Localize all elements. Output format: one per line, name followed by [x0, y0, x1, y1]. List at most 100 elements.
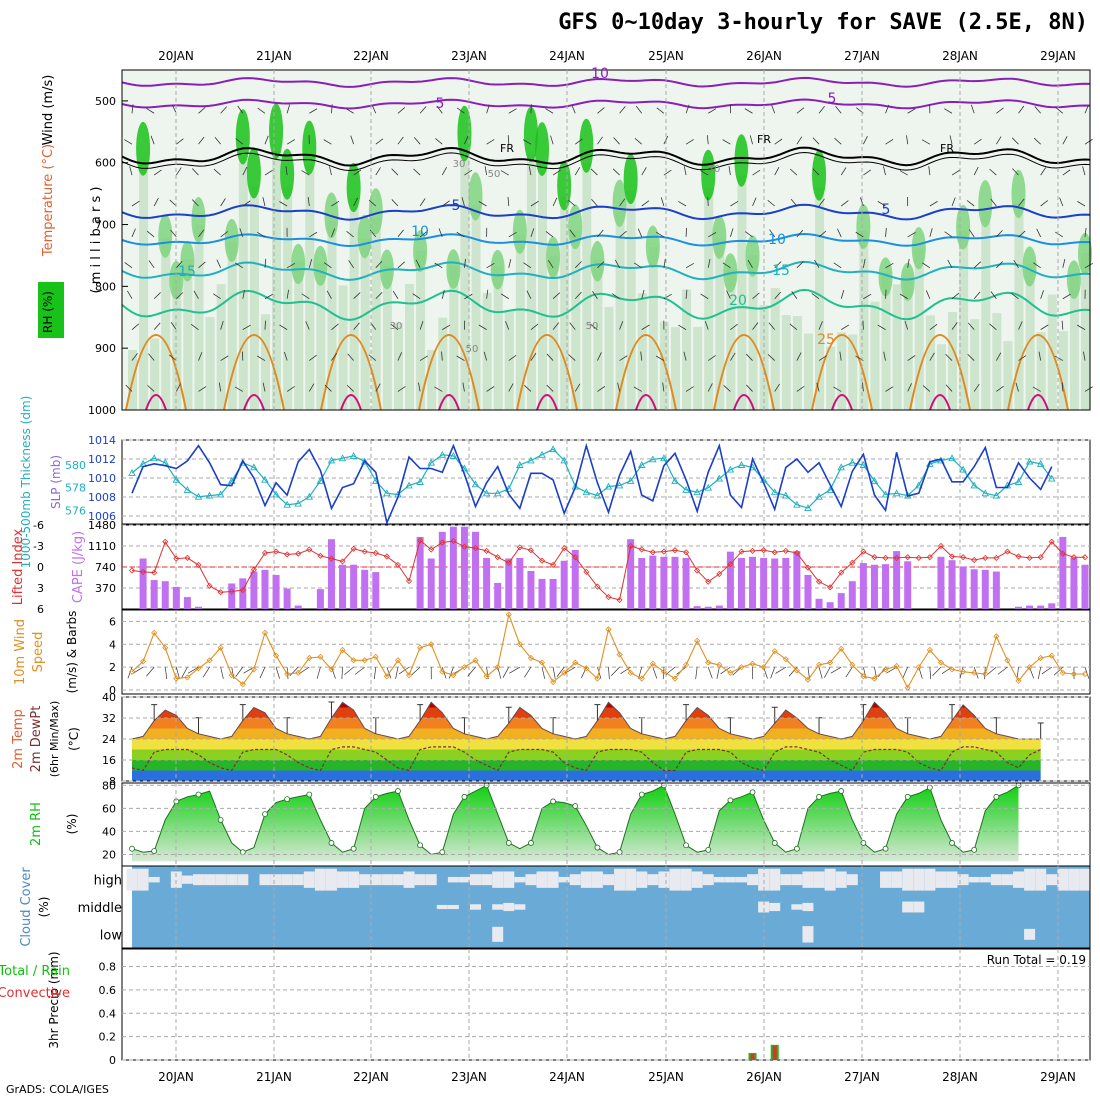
surface-wind-barb	[344, 666, 354, 676]
rh-cell-high	[313, 245, 328, 286]
cape-bar	[272, 574, 280, 609]
wind-barb	[973, 261, 982, 269]
rh-cell-high	[368, 188, 383, 235]
thickness-point	[405, 481, 413, 489]
wind-barb	[397, 352, 403, 361]
temp-contour-30	[145, 394, 167, 411]
cape-bar	[460, 526, 468, 609]
wind-speed-point	[339, 646, 346, 654]
wind-barb	[730, 200, 739, 207]
wind-barb	[945, 384, 953, 392]
thickness-point	[959, 465, 967, 473]
wind-barb	[176, 260, 183, 269]
wind-barb	[309, 108, 318, 114]
wind-barb	[574, 383, 581, 392]
wind-barb	[1018, 105, 1025, 114]
wind-barb	[198, 229, 205, 238]
wind-barb	[899, 170, 908, 176]
wind-speed-point	[527, 654, 534, 662]
cloud-gap	[325, 868, 337, 891]
rh-cell-moderate	[593, 259, 603, 410]
wind-barb	[708, 108, 717, 114]
rh-cell-moderate	[748, 255, 758, 410]
wind-barb	[1084, 386, 1093, 392]
wind-barb	[907, 355, 916, 361]
wind-barb	[505, 321, 510, 330]
cape-bar	[715, 605, 723, 609]
cloud-gap	[802, 871, 814, 888]
thickness-point	[471, 480, 480, 488]
rh-cell-high	[1022, 246, 1037, 287]
lifted-index-point	[993, 554, 1000, 561]
cape-bar	[516, 557, 524, 609]
wind-speed-point	[827, 659, 834, 666]
wind-barb	[507, 196, 510, 207]
lifted-index-point	[849, 559, 856, 566]
wind-barb	[464, 169, 473, 176]
upper-air-temperature-axis-label: Temperature (°C)	[41, 144, 56, 257]
cloud-gap	[1001, 874, 1013, 886]
rh-point	[372, 793, 379, 800]
lifted-index-point	[838, 569, 845, 576]
wind-barb	[170, 322, 177, 330]
wind-barb	[597, 386, 606, 392]
rh-area	[132, 785, 1019, 862]
surface-wind-barb	[986, 666, 997, 676]
rh-cell-moderate	[670, 327, 680, 410]
rh-point	[949, 840, 955, 846]
wind-barb	[591, 199, 598, 207]
cloud-gap	[625, 868, 637, 891]
surface-wind-barb	[608, 667, 610, 680]
thickness-point	[660, 454, 668, 462]
thickness-point	[593, 491, 602, 499]
rh-cell-moderate	[382, 266, 392, 410]
wind-barb	[839, 351, 842, 361]
top-date-label: 24JAN	[549, 49, 585, 63]
cloud-gap	[647, 874, 659, 886]
lifted-index-point	[173, 555, 180, 562]
wind-speed-point	[195, 665, 202, 672]
cloud-gap	[935, 871, 947, 888]
rh-cell-moderate	[936, 344, 946, 410]
thickness-tick-label: 580	[65, 459, 86, 472]
wind-barb	[663, 258, 666, 268]
lifted-index-point	[162, 538, 169, 545]
wind-barb	[996, 136, 1002, 145]
lifted-index-point	[527, 547, 534, 554]
wind-barb	[907, 383, 912, 392]
wind-barb	[921, 139, 931, 145]
lifted-index-point	[771, 549, 778, 556]
cape-bar	[339, 564, 347, 609]
lifted-index-point	[671, 547, 679, 554]
wind-barb	[746, 384, 753, 392]
precip-convective-bar	[750, 1054, 755, 1060]
thickness-point	[704, 483, 712, 491]
bottom-date-label: 29JAN	[1040, 1070, 1076, 1084]
surface-wind-barb	[997, 666, 1008, 675]
wind-barb	[925, 290, 931, 299]
rh-point	[439, 849, 446, 856]
temp-contour-25	[713, 334, 775, 411]
cloud-gap	[846, 874, 858, 886]
lifted-index-point	[815, 578, 823, 585]
wind-barb	[1011, 137, 1019, 145]
wind-speed-point	[1081, 670, 1089, 678]
wind-barb	[597, 229, 604, 238]
wind-barb	[1040, 200, 1048, 207]
cape-bar	[760, 557, 768, 609]
wind-barb	[619, 230, 627, 238]
thickness-point	[316, 476, 325, 484]
wind-speed-point	[705, 659, 712, 666]
bottom-date-label: 24JAN	[549, 1070, 585, 1084]
thickness-point	[671, 476, 679, 484]
thickness-point	[848, 458, 857, 466]
rh-cell-high	[490, 249, 505, 290]
lifted-index-point	[716, 570, 723, 578]
surface-wind-barb	[448, 667, 454, 679]
wind-barb	[309, 231, 318, 238]
lifted-index-point	[782, 547, 789, 554]
wind-speed-point	[771, 648, 778, 655]
temp-tick-label: 24	[102, 733, 116, 746]
wind-barb	[1018, 321, 1023, 330]
rh-point	[550, 798, 556, 805]
